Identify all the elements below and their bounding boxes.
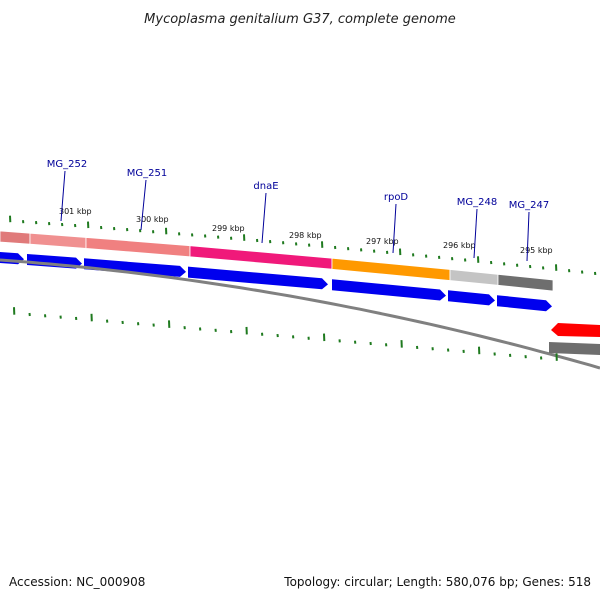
scale-label: 296 kbp: [443, 241, 476, 250]
scale-label: 297 kbp: [366, 237, 399, 246]
scale-label: 301 kbp: [59, 207, 92, 216]
feature-segment: [497, 273, 554, 292]
feature-segment: [189, 245, 333, 270]
scale-label: 300 kbp: [136, 215, 169, 224]
gene-label: MG_251: [127, 168, 167, 179]
gene-label: dnaE: [253, 181, 278, 192]
gene-leader-line: [473, 208, 478, 259]
gene-label: MG_248: [457, 197, 497, 208]
feature-segment: [0, 230, 31, 245]
gene-arrow: [84, 258, 186, 277]
scale-label: 299 kbp: [212, 224, 245, 233]
gene-leader-line: [60, 170, 66, 222]
feature-segment: [331, 257, 451, 281]
feature-segment: [449, 269, 499, 286]
feature-segment: [29, 232, 87, 249]
backbone-line: [0, 258, 600, 370]
backbone-circle: [0, 258, 600, 370]
gene-label: MG_252: [47, 159, 87, 170]
feature-segment: [85, 236, 191, 258]
red-feature: [551, 323, 600, 337]
gene-arrow: [332, 279, 446, 301]
gene-arrow: [497, 295, 552, 312]
gene-leader-line: [526, 211, 530, 262]
gene-leader-line: [140, 179, 147, 231]
scale-labels: 301 kbp 300 kbp 299 kbp 298 kbp 297 kbp 296 k…: [59, 207, 553, 255]
gene-leader-line: [261, 192, 267, 244]
grey-feature: [549, 342, 600, 355]
gene-leader-line: [392, 203, 397, 254]
accession-label: Accession: NC_000908: [9, 575, 145, 589]
scale-label: 298 kbp: [289, 231, 322, 240]
scale-label: 295 kbp: [520, 246, 553, 255]
right-features: [549, 323, 600, 355]
topology-summary: Topology: circular; Length: 580,076 bp; …: [283, 575, 591, 589]
gene-arrow: [188, 266, 328, 290]
gene-labels: MG_252 MG_251 dnaE rpoD MG_248 MG_247: [47, 159, 549, 262]
gene-label: MG_247: [509, 200, 549, 211]
outer-tick-ring: [9, 215, 597, 276]
gene-label: rpoD: [384, 192, 409, 203]
feature-color-band: [0, 230, 554, 292]
map-title: Mycoplasma genitalium G37, complete geno…: [144, 12, 456, 27]
gene-arrow: [448, 290, 495, 306]
inner-tick-ring: [13, 307, 558, 361]
